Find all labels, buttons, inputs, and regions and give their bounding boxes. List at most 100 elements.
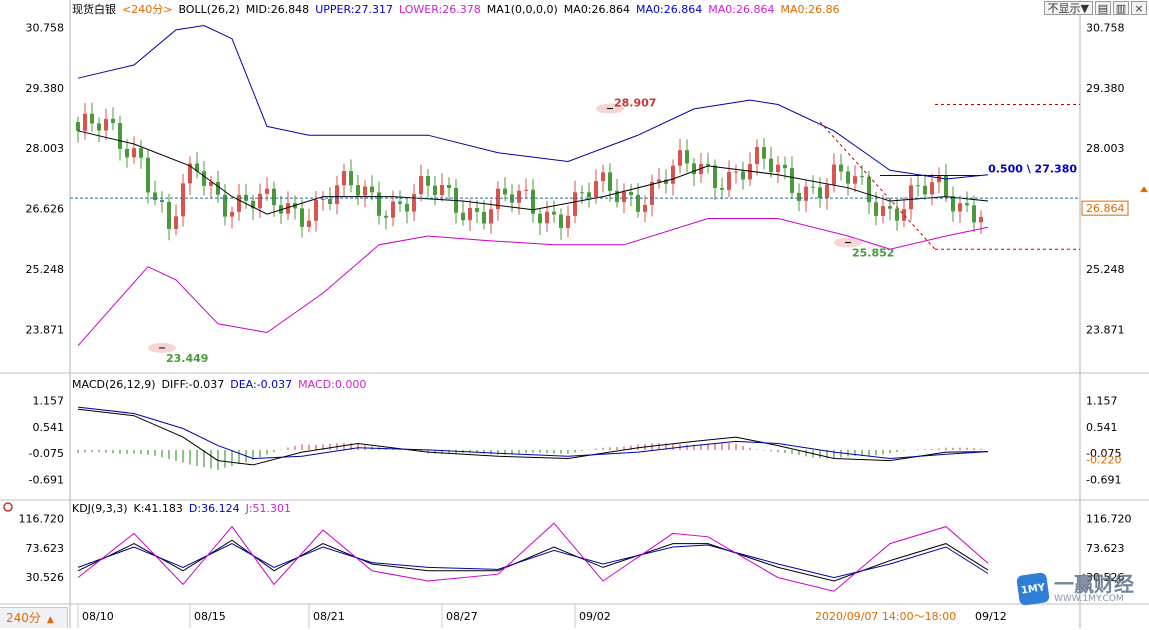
- candle-body: [517, 190, 521, 203]
- candle-body: [377, 192, 381, 216]
- candle-body: [251, 200, 255, 209]
- candle-body: [461, 212, 465, 221]
- candle-body: [349, 171, 353, 186]
- candle-body: [895, 208, 899, 221]
- candle-body: [405, 203, 409, 212]
- kdj-tick-left: 30.526: [26, 571, 65, 584]
- candle-body: [335, 185, 339, 205]
- kdj-d-line: [77, 543, 989, 579]
- candle-body: [398, 201, 402, 204]
- fib-diagonal-line: [819, 121, 936, 250]
- boll-lower-line: [77, 218, 989, 347]
- candle-body: [132, 148, 136, 158]
- candle-body: [755, 147, 759, 165]
- candle-body: [314, 199, 318, 221]
- current-price-label: 26.864: [1086, 202, 1125, 215]
- logo-subtext: WWW.1MY.COM: [1054, 594, 1124, 604]
- candle-body: [860, 176, 864, 178]
- chart-settings-icon[interactable]: ▤: [1095, 1, 1111, 15]
- candle-body: [125, 148, 129, 158]
- candle-body: [104, 118, 108, 131]
- macd-tick-right: 0.541: [1086, 421, 1118, 434]
- candle-body: [531, 189, 535, 214]
- period-selector[interactable]: 240分 ▲: [0, 607, 68, 628]
- candle-body: [923, 185, 927, 195]
- candle-body: [97, 123, 101, 131]
- candle-body: [328, 199, 332, 205]
- candle-body: [713, 165, 717, 189]
- candle-body: [139, 148, 143, 158]
- price-tick-right: 25.248: [1086, 263, 1125, 276]
- candle-body: [629, 192, 633, 195]
- candle-body: [797, 192, 801, 201]
- candle-body: [699, 163, 703, 175]
- layout-icon[interactable]: ▥: [1113, 1, 1129, 15]
- macd-tick-left: 0.541: [33, 421, 65, 434]
- candle-body: [146, 157, 150, 193]
- x-tick-label: 08/27: [446, 610, 478, 623]
- candle-body: [447, 184, 451, 189]
- candle-body: [685, 150, 689, 164]
- extreme-label: 25.852: [852, 247, 894, 260]
- main-legend-item-1: <240分>: [122, 3, 172, 16]
- main-legend-item-10: MA0:26.86: [780, 3, 839, 16]
- macd-tick-right: 1.157: [1086, 394, 1118, 407]
- candle-body: [265, 188, 269, 194]
- candle-body: [573, 192, 577, 216]
- kdj-tick-right: 30.526: [1086, 571, 1125, 584]
- candle-body: [370, 186, 374, 193]
- x-tick-label: 2020/09/07 14:00～18:00: [815, 610, 956, 623]
- candle-body: [384, 215, 388, 218]
- candle-body: [825, 184, 829, 198]
- candle-body: [195, 163, 199, 172]
- chevron-up-icon: ▲: [46, 615, 54, 625]
- kdj-legend-item-3: J:51.301: [245, 502, 291, 515]
- candle-body: [209, 181, 213, 186]
- candle-body: [90, 113, 94, 124]
- candle-body: [979, 216, 983, 223]
- candle-body: [489, 209, 493, 224]
- x-tick-label: 08/21: [313, 610, 345, 623]
- candle-body: [552, 211, 556, 215]
- period-label: 240分: [6, 611, 41, 625]
- candle-body: [622, 192, 626, 203]
- main-legend-item-9: MA0:26.864: [708, 3, 774, 16]
- candle-body: [643, 204, 647, 212]
- price-tick-left: 23.871: [26, 323, 65, 336]
- macd-legend-item-1: DIFF:-0.037: [162, 378, 225, 391]
- main-legend-item-8: MA0:26.864: [636, 3, 702, 16]
- hide-dropdown-button[interactable]: 不显示▼: [1043, 1, 1093, 15]
- macd-tick-left: -0.691: [29, 473, 64, 486]
- candle-body: [83, 113, 87, 131]
- candle-body: [832, 164, 836, 185]
- kdj-tick-right: 116.720: [1086, 513, 1132, 526]
- price-tick-left: 26.626: [26, 203, 65, 216]
- close-icon[interactable]: ×: [1131, 1, 1147, 15]
- kdj-settings-icon[interactable]: [3, 502, 13, 512]
- candle-body: [300, 208, 304, 227]
- candle-body: [916, 185, 920, 187]
- price-tick-right: 23.871: [1086, 323, 1125, 336]
- candle-body: [657, 179, 661, 182]
- main-legend-item-0: 现货白银: [72, 2, 116, 16]
- price-tick-right: 29.380: [1086, 82, 1125, 95]
- candle-body: [664, 179, 668, 184]
- candle-body: [615, 190, 619, 203]
- candle-body: [930, 182, 934, 195]
- candle-body: [272, 188, 276, 206]
- kdj-k-line: [77, 539, 989, 582]
- candle-body: [741, 171, 745, 180]
- boll-mid-line: [77, 130, 989, 215]
- macd-legend-item-0: MACD(26,12,9): [72, 378, 156, 391]
- candle-body: [678, 150, 682, 166]
- candle-body: [818, 187, 822, 198]
- candle-body: [496, 188, 500, 210]
- candle-body: [412, 194, 416, 212]
- trendline-label: 0.500 \ 27.380: [988, 163, 1077, 176]
- candle-body: [118, 123, 122, 149]
- candle-body: [608, 172, 612, 191]
- candle-body: [426, 175, 430, 186]
- candle-body: [223, 194, 227, 217]
- candle-body: [181, 183, 185, 217]
